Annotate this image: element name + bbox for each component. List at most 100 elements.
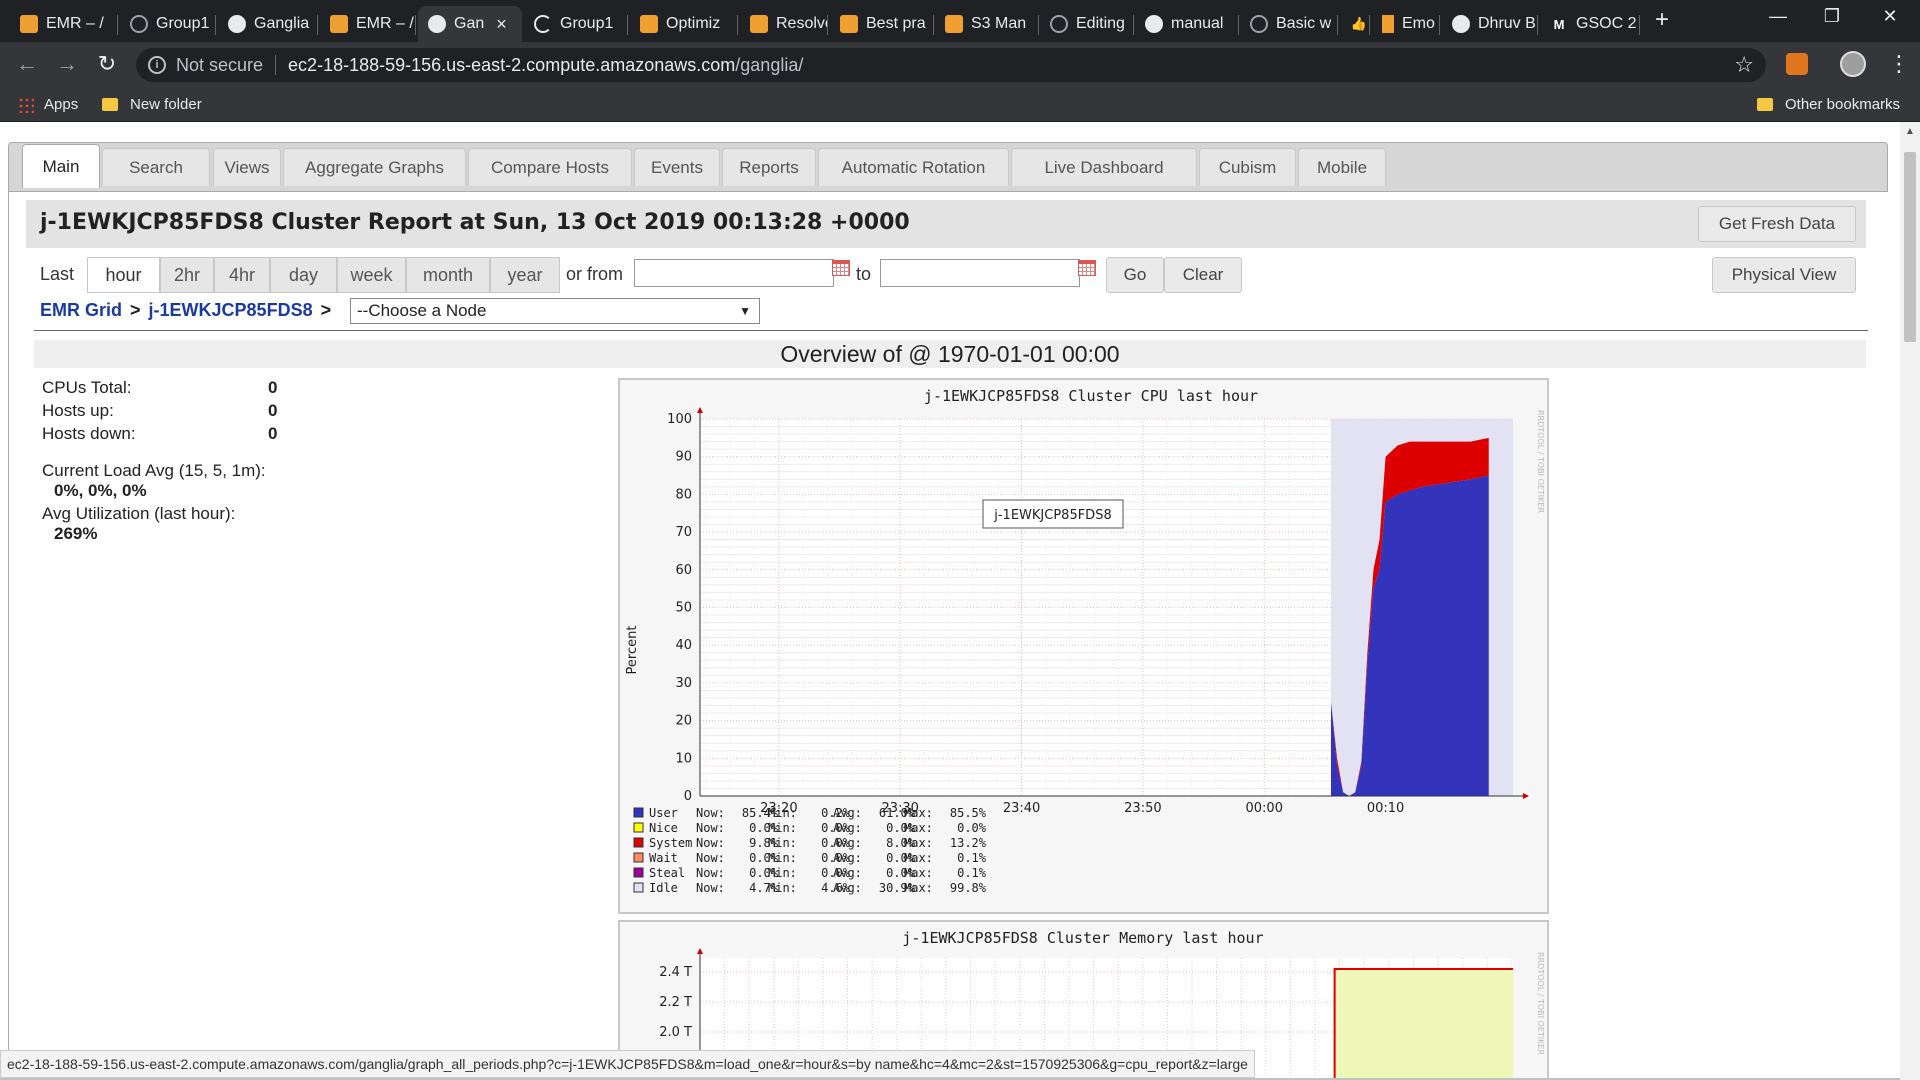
- scrollbar-thumb[interactable]: [1904, 152, 1916, 342]
- legend-min-label: Min:: [768, 881, 797, 895]
- vertical-scrollbar[interactable]: ▲: [1900, 122, 1920, 1080]
- bookmark-new-folder[interactable]: New folder: [102, 96, 202, 113]
- browser-tab[interactable]: S3 Man: [935, 6, 1039, 42]
- range-week-button[interactable]: week: [337, 257, 406, 293]
- new-tab-button[interactable]: +: [1655, 6, 1670, 33]
- tab-main[interactable]: Main: [22, 144, 100, 188]
- browser-tab-title: Optimiz: [666, 15, 721, 32]
- profile-avatar[interactable]: [1840, 51, 1866, 77]
- bookmark-other[interactable]: Other bookmarks: [1757, 96, 1900, 113]
- physical-view-button[interactable]: Physical View: [1712, 257, 1856, 293]
- y-tick-label: 90: [675, 450, 692, 465]
- tab-separator: [117, 15, 118, 35]
- browser-tab[interactable]: Resolve: [740, 6, 828, 42]
- horizontal-scrollbar[interactable]: [0, 1078, 1900, 1080]
- minimize-icon[interactable]: —: [1769, 6, 1787, 26]
- restore-icon[interactable]: ❐: [1823, 6, 1841, 26]
- forward-icon[interactable]: →: [56, 51, 78, 76]
- back-icon[interactable]: ←: [16, 51, 38, 76]
- info-icon[interactable]: i: [148, 56, 166, 74]
- node-select[interactable]: --Choose a Node ▼: [350, 298, 760, 324]
- tab-events[interactable]: Events: [634, 148, 720, 186]
- legend-max-label: Max:: [904, 806, 933, 820]
- browser-tab[interactable]: Best pra: [830, 6, 934, 42]
- calendar-icon[interactable]: [832, 260, 850, 276]
- memory-graph-area: [1333, 968, 1513, 1080]
- from-date-input[interactable]: [634, 259, 834, 287]
- globe-icon: [1452, 15, 1470, 33]
- browser-tab[interactable]: Gan ×: [418, 6, 522, 42]
- legend-avg: 8.0%: [886, 836, 916, 850]
- browser-tab[interactable]: EMR – /: [320, 6, 416, 42]
- chevron-down-icon: ▼: [739, 304, 751, 318]
- breadcrumb-cluster-link[interactable]: j-1EWKJCP85FDS8: [148, 300, 313, 320]
- hosts-up-label: Hosts up:: [42, 401, 114, 420]
- browser-tab[interactable]: Group1: [120, 6, 216, 42]
- cpu-graph-canvas: j-1EWKJCP85FDS8 Cluster CPU last hour Pe…: [625, 387, 1545, 895]
- tab-mobile[interactable]: Mobile: [1298, 148, 1386, 186]
- tab-search[interactable]: Search: [102, 148, 210, 186]
- get-fresh-data-button[interactable]: Get Fresh Data: [1698, 206, 1856, 242]
- x-tick-label: 23:20: [760, 801, 797, 816]
- browser-tab[interactable]: Emo: [1372, 6, 1440, 42]
- tab-views[interactable]: Views: [213, 148, 281, 186]
- tab-separator: [1369, 15, 1370, 35]
- browser-tab[interactable]: Ganglia: [218, 6, 318, 42]
- cpu-graph[interactable]: j-1EWKJCP85FDS8 Cluster CPU last hour Pe…: [618, 378, 1549, 914]
- window-close-icon[interactable]: ✕: [1882, 6, 1898, 26]
- menu-kebab-icon[interactable]: ⋮: [1888, 51, 1910, 76]
- browser-tab[interactable]: Editing: [1040, 6, 1134, 42]
- browser-tab[interactable]: Basic w: [1240, 6, 1338, 42]
- tab-live-dashboard[interactable]: Live Dashboard: [1011, 148, 1197, 186]
- memory-graph-title: j-1EWKJCP85FDS8 Cluster Memory last hour: [902, 929, 1263, 947]
- scroll-up-icon[interactable]: ▲: [1905, 126, 1915, 137]
- range-label: Last: [40, 264, 75, 284]
- browser-tab[interactable]: Dhruv B: [1442, 6, 1538, 42]
- browser-tab[interactable]: manual: [1135, 6, 1239, 42]
- breadcrumb-grid-link[interactable]: EMR Grid: [40, 300, 123, 320]
- legend-name: User: [649, 806, 678, 820]
- browser-tab[interactable]: EMR – /: [10, 6, 118, 42]
- tab-separator: [1439, 15, 1440, 35]
- go-button[interactable]: Go: [1106, 257, 1164, 293]
- url-path: /ganglia/: [735, 54, 804, 75]
- bookmark-apps[interactable]: Apps: [18, 96, 78, 113]
- range-hour-button[interactable]: hour: [87, 257, 160, 293]
- legend-max: 99.8%: [950, 881, 987, 895]
- address-bar[interactable]: i Not secure ec2-18-188-59-156.us-east-2…: [136, 48, 1766, 82]
- calendar-icon[interactable]: [1078, 260, 1096, 276]
- tab-compare-hosts[interactable]: Compare Hosts: [468, 148, 632, 186]
- to-date-input[interactable]: [880, 259, 1080, 287]
- y-tick-label: 100: [667, 412, 692, 427]
- tab-automatic-rotation[interactable]: Automatic Rotation: [818, 148, 1009, 186]
- range-2hr-button[interactable]: 2hr: [160, 257, 214, 293]
- browser-tab[interactable]: 👍: [1340, 6, 1370, 42]
- or-from-label: or from: [566, 264, 624, 284]
- browser-tab-title: Best pra: [866, 15, 926, 32]
- browser-tab-title: Gan: [454, 15, 485, 32]
- range-4hr-button[interactable]: 4hr: [214, 257, 270, 293]
- rrdtool-credit: RRDTOOL / TOBI OETIKER: [1536, 952, 1545, 1055]
- legend-now: 0.0%: [749, 851, 779, 865]
- bookmark-star-icon[interactable]: ☆: [1734, 52, 1754, 77]
- tab-separator: [1133, 15, 1134, 35]
- folder-icon: [102, 98, 118, 111]
- tab-aggregate-graphs[interactable]: Aggregate Graphs: [283, 148, 466, 186]
- range-month-button[interactable]: month: [406, 257, 490, 293]
- range-year-button[interactable]: year: [490, 257, 560, 293]
- tooltip-box: [982, 499, 1124, 529]
- browser-tab[interactable]: M GSOC 2: [1540, 6, 1640, 42]
- clear-button[interactable]: Clear: [1164, 257, 1242, 293]
- reload-icon[interactable]: ↻: [97, 51, 117, 76]
- range-day-button[interactable]: day: [270, 257, 337, 293]
- tab-close-icon[interactable]: ×: [496, 13, 507, 34]
- browser-tab[interactable]: Group1: [524, 6, 628, 42]
- tab-cubism[interactable]: Cubism: [1199, 148, 1296, 186]
- browser-tab[interactable]: Optimiz: [630, 6, 738, 42]
- loading-icon: [534, 15, 552, 33]
- browser-tab-title: Group1: [156, 15, 210, 32]
- extension-icon[interactable]: [1786, 53, 1808, 75]
- legend-max-label: Max:: [904, 866, 933, 880]
- tab-reports[interactable]: Reports: [722, 148, 816, 186]
- legend-now-label: Now:: [696, 866, 725, 880]
